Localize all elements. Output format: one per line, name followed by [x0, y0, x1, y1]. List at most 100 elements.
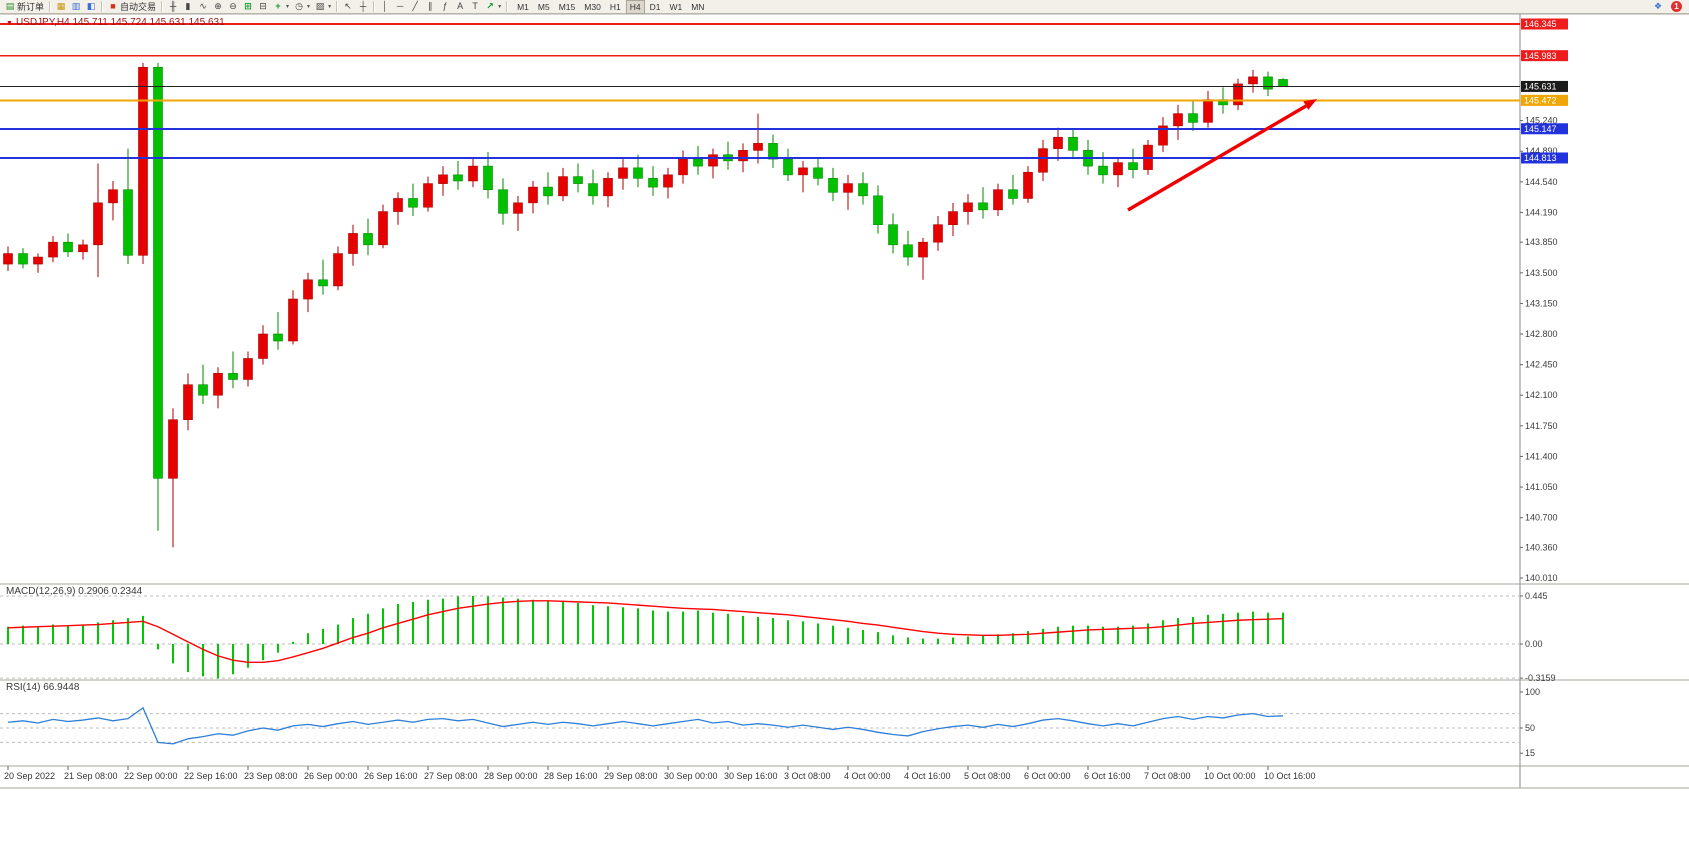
toolbar-separator	[49, 1, 52, 12]
time-axis[interactable]: 20 Sep 2022 21 Sep 08:00 22 Sep 00:00 22 Se…	[4, 766, 1316, 781]
rsi-label: RSI(14) 66.9448	[6, 682, 79, 693]
svg-text:145.147: 145.147	[1524, 124, 1557, 134]
toolbar-separator	[336, 1, 339, 12]
svg-text:145.472: 145.472	[1524, 96, 1557, 106]
zoom-in-icon: ⊕	[214, 1, 222, 11]
vertical-line-tool-button[interactable]: │	[378, 0, 392, 13]
indicators-button[interactable]: + ▾	[271, 0, 291, 13]
cascade-windows-icon: ⊟	[259, 1, 267, 11]
chevron-down-icon: ▾	[286, 4, 290, 10]
svg-text:141.750: 141.750	[1525, 421, 1558, 431]
horizontal-line-objects[interactable]	[0, 23, 1520, 159]
channel-tool-button[interactable]: ∥	[423, 0, 437, 13]
chart-title-text: USDJPY,H4 145.711 145.724 145.631 145.63…	[15, 17, 225, 28]
cursor-tool-button[interactable]: ↖	[341, 0, 355, 13]
svg-text:144.813: 144.813	[1524, 153, 1557, 163]
svg-text:6 Oct 00:00: 6 Oct 00:00	[1024, 771, 1071, 781]
quick-settings-button[interactable]: ❖	[1651, 0, 1665, 13]
candle-chart-button[interactable]: ▮	[181, 0, 195, 13]
rsi-panel: 100 50 15	[0, 687, 1540, 758]
svg-text:26 Sep 16:00: 26 Sep 16:00	[364, 771, 418, 781]
horizontal-line-tool-button[interactable]: ─	[393, 0, 407, 13]
svg-text:5 Oct 08:00: 5 Oct 08:00	[964, 771, 1011, 781]
trend-arrow-object[interactable]	[1127, 99, 1317, 212]
price-axis[interactable]: 145.240 144.890 144.540 144.190 143.850 143.5…	[1520, 116, 1558, 583]
new-order-button[interactable]: ▤ 新订单	[3, 0, 46, 13]
arrows-tool-button[interactable]: ↗ ▾	[483, 0, 503, 13]
periods-button[interactable]: ◷ ▾	[292, 0, 312, 13]
svg-text:143.850: 143.850	[1525, 237, 1558, 247]
notification-badge[interactable]: 1	[1671, 1, 1682, 12]
tile-windows-icon: ⊞	[244, 1, 252, 11]
svg-text:28 Sep 00:00: 28 Sep 00:00	[484, 771, 538, 781]
zoom-out-icon: ⊖	[229, 1, 237, 11]
zoom-out-button[interactable]: ⊖	[226, 0, 240, 13]
panel-borders	[0, 13, 1689, 789]
svg-text:142.450: 142.450	[1525, 360, 1558, 370]
crosshair-icon: ┼	[359, 1, 367, 11]
macd-label: MACD(12,26,9) 0.2906 0.2344	[6, 586, 142, 597]
chevron-down-icon: ▾	[307, 4, 311, 10]
text-a-icon: A	[457, 1, 464, 11]
svg-text:0.00: 0.00	[1525, 639, 1543, 649]
timeframe-w1-button[interactable]: W1	[669, 1, 683, 12]
rsi-name: RSI(14)	[6, 682, 41, 693]
bar-chart-icon: ╫	[169, 1, 177, 11]
navigator-button[interactable]: ◧	[84, 0, 98, 13]
timeframe-d1-button[interactable]: D1	[649, 1, 661, 12]
zoom-in-button[interactable]: ⊕	[211, 0, 225, 13]
svg-text:142.100: 142.100	[1525, 390, 1558, 400]
line-chart-button[interactable]: ∿	[196, 0, 210, 13]
template-icon: ▨	[315, 1, 325, 11]
text-label-tool-button[interactable]: T	[468, 0, 482, 13]
svg-text:29 Sep 08:00: 29 Sep 08:00	[604, 771, 658, 781]
timeframe-m15-button[interactable]: M15	[558, 1, 576, 12]
autotrade-button[interactable]: ■ 自动交易	[106, 0, 158, 13]
svg-text:10 Oct 00:00: 10 Oct 00:00	[1204, 771, 1256, 781]
data-window-icon: ▥	[71, 1, 81, 11]
timeframe-h1-button[interactable]: H1	[609, 1, 621, 12]
svg-text:145.240: 145.240	[1525, 116, 1558, 126]
svg-text:15: 15	[1525, 748, 1535, 758]
svg-text:21 Sep 08:00: 21 Sep 08:00	[64, 771, 118, 781]
chart-title: ▼ USDJPY,H4 145.711 145.724 145.631 145.6…	[6, 17, 225, 28]
price-badges: 146.345 145.983 145.631 145.472 145.147 144.8…	[1521, 18, 1568, 164]
clock-icon: ◷	[295, 1, 303, 11]
text-tool-button[interactable]: A	[453, 0, 467, 13]
svg-text:141.400: 141.400	[1525, 451, 1558, 461]
bar-chart-button[interactable]: ╫	[166, 0, 180, 13]
object-marker-icon: ▼	[6, 20, 13, 27]
svg-text:145.983: 145.983	[1524, 51, 1557, 61]
templates-button[interactable]: ▨ ▾	[313, 0, 333, 13]
svg-text:23 Sep 08:00: 23 Sep 08:00	[244, 771, 298, 781]
autotrade-icon: ■	[110, 1, 116, 11]
svg-text:3 Oct 08:00: 3 Oct 08:00	[784, 771, 831, 781]
autotrade-label: 自动交易	[120, 2, 157, 12]
toolbar-separator	[101, 1, 104, 12]
timeframe-toolbar: M1 M5 M15 M30 H1 H4 D1 W1 MN	[513, 0, 708, 14]
cursor-icon: ↖	[344, 1, 352, 11]
svg-text:50: 50	[1525, 723, 1535, 733]
svg-text:6 Oct 16:00: 6 Oct 16:00	[1084, 771, 1131, 781]
svg-text:140.360: 140.360	[1525, 542, 1558, 552]
timeframe-m5-button[interactable]: M5	[537, 1, 550, 12]
svg-text:143.500: 143.500	[1525, 268, 1558, 278]
trendline-tool-button[interactable]: ╱	[408, 0, 422, 13]
fibonacci-tool-button[interactable]: ƒ	[438, 0, 452, 13]
market-watch-button[interactable]: ▦	[54, 0, 68, 13]
svg-text:7 Oct 08:00: 7 Oct 08:00	[1144, 771, 1191, 781]
toolbar-separator	[161, 1, 164, 12]
tile-windows-button[interactable]: ⊞	[241, 0, 255, 13]
cascade-windows-button[interactable]: ⊟	[256, 0, 270, 13]
timeframe-m1-button[interactable]: M1	[517, 1, 529, 12]
timeframe-m30-button[interactable]: M30	[584, 1, 601, 12]
rsi-value: 66.9448	[43, 682, 80, 693]
vertical-line-icon: │	[382, 1, 388, 11]
svg-text:26 Sep 00:00: 26 Sep 00:00	[304, 771, 358, 781]
data-window-button[interactable]: ▥	[69, 0, 83, 13]
market-watch-icon: ▦	[56, 1, 66, 11]
timeframe-h4-button[interactable]: H4	[625, 0, 645, 14]
timeframe-mn-button[interactable]: MN	[691, 1, 705, 12]
crosshair-tool-button[interactable]: ┼	[356, 0, 370, 13]
